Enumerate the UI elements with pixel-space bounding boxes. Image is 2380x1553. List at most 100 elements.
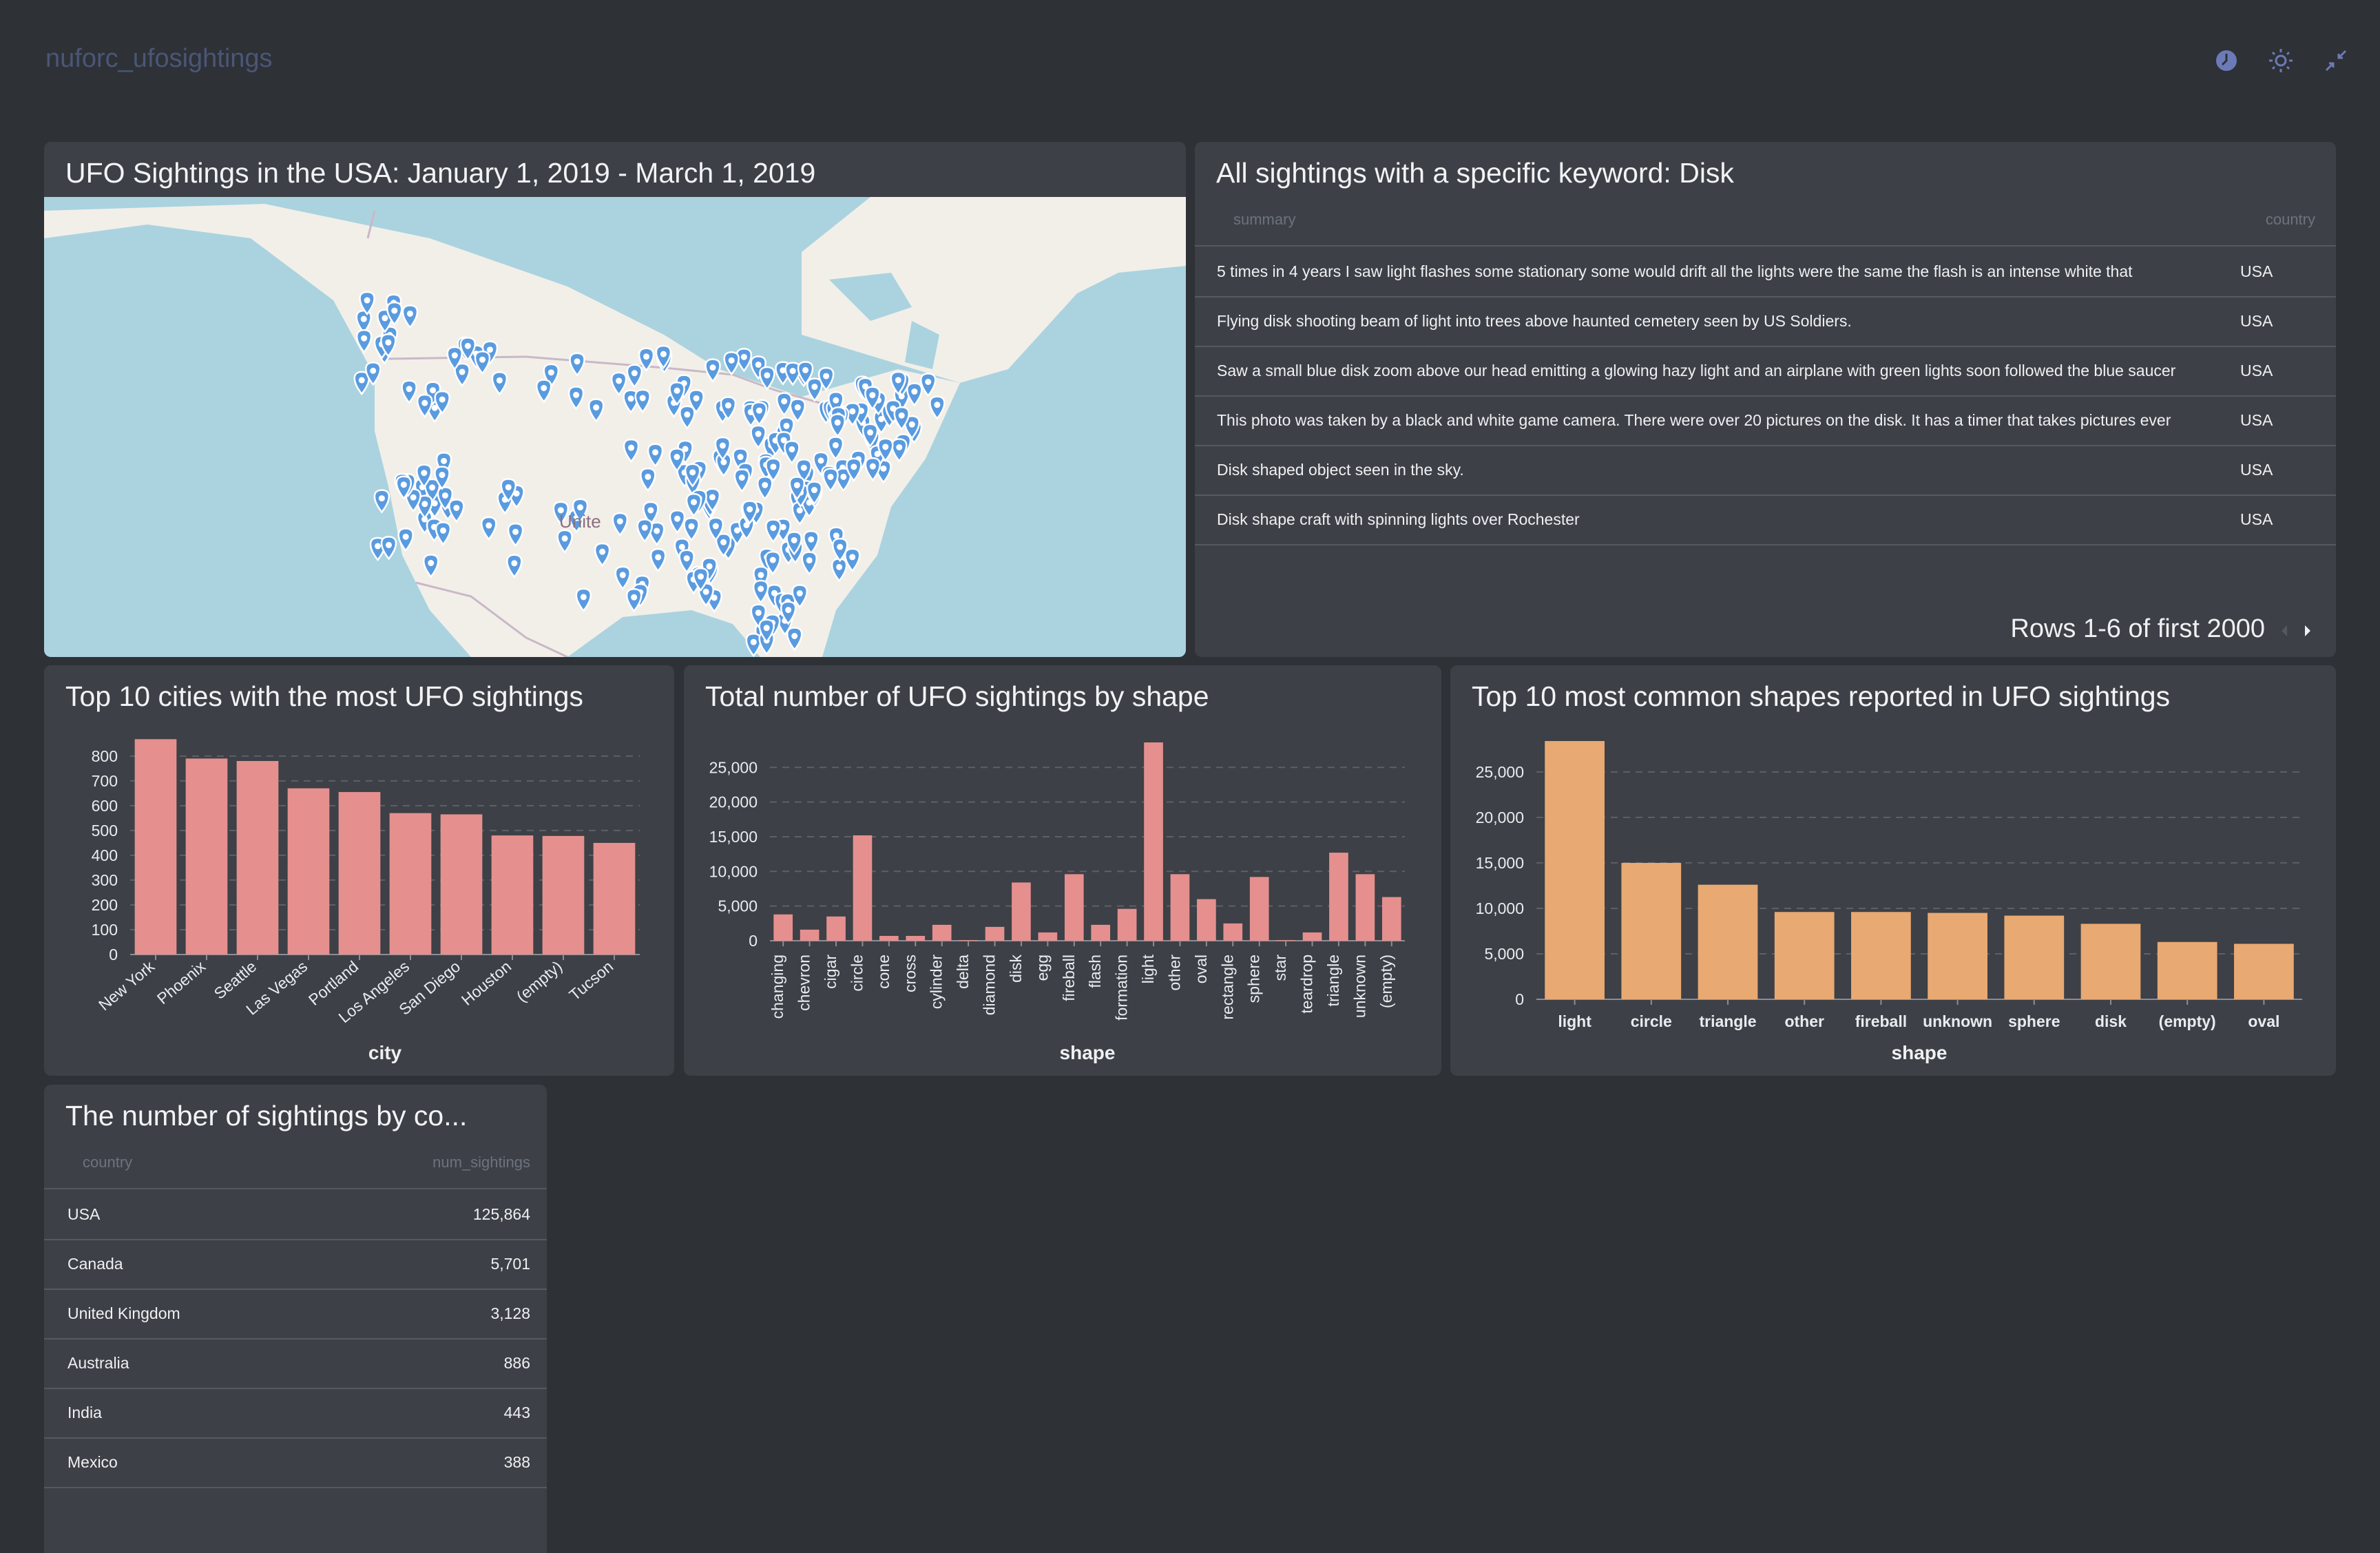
bar[interactable] — [1170, 874, 1190, 941]
table-row[interactable]: Mexico 388 — [44, 1437, 547, 1488]
bar[interactable] — [985, 926, 1005, 941]
exit-fullscreen-icon[interactable] — [2322, 47, 2350, 74]
prev-page-icon[interactable] — [2276, 621, 2293, 640]
bar[interactable] — [959, 939, 978, 941]
map-marker-dot — [750, 638, 757, 645]
bar[interactable] — [440, 814, 483, 955]
table-row[interactable]: United Kingdom 3,128 — [44, 1289, 547, 1340]
bar[interactable] — [185, 758, 228, 955]
bar[interactable] — [1197, 899, 1216, 941]
map-marker-dot — [837, 543, 844, 550]
bar[interactable] — [287, 788, 330, 955]
table-row[interactable]: Disk shape craft with spinning lights ov… — [1195, 494, 2336, 545]
map-marker-dot — [573, 391, 580, 398]
column-header-num-sightings[interactable]: num_sightings — [432, 1154, 530, 1171]
map-marker-dot — [683, 555, 690, 562]
bar[interactable] — [1064, 874, 1084, 941]
bar[interactable] — [1774, 912, 1835, 999]
bar[interactable] — [338, 792, 381, 955]
table-row[interactable]: Disk shaped object seen in the sky. USA — [1195, 445, 2336, 496]
column-header-country[interactable]: country — [83, 1154, 133, 1171]
bar[interactable] — [1117, 908, 1137, 941]
refresh-clock-icon[interactable] — [2213, 47, 2240, 74]
map-marker-dot — [593, 404, 600, 411]
bar[interactable] — [389, 813, 432, 955]
dashboard-title: nuforc_ufosightings — [45, 44, 273, 73]
map-marker-dot — [512, 528, 519, 535]
bar[interactable] — [879, 935, 899, 941]
table-row[interactable]: Flying disk shooting beam of light into … — [1195, 296, 2336, 347]
next-page-icon[interactable] — [2299, 621, 2316, 640]
summary-cell: This photo was taken by a black and whit… — [1217, 411, 2171, 429]
table-row[interactable]: 5 times in 4 years I saw light flashes s… — [1195, 247, 2336, 298]
country-cell: United Kingdom — [67, 1304, 180, 1322]
map-marker-dot — [908, 421, 915, 428]
map-marker-dot — [796, 590, 803, 597]
bar[interactable] — [773, 914, 793, 941]
bar[interactable] — [1144, 742, 1163, 941]
map-marker-dot — [660, 351, 667, 357]
map-marker-dot — [789, 446, 795, 452]
top-shapes-chart-title: Top 10 most common shapes reported in UF… — [1472, 680, 2171, 712]
bar[interactable] — [2157, 941, 2217, 999]
bar[interactable] — [593, 842, 636, 955]
map-marker-dot — [882, 444, 889, 450]
bar[interactable] — [1012, 882, 1031, 941]
bar[interactable] — [826, 916, 846, 941]
map-marker-dot — [709, 494, 716, 501]
bar[interactable] — [491, 835, 534, 955]
map-marker-dot — [421, 516, 428, 523]
bar[interactable] — [1249, 877, 1269, 941]
map-view[interactable]: Unite — [44, 197, 1186, 657]
bar[interactable] — [932, 924, 952, 941]
column-header-summary[interactable]: summary — [1233, 211, 1296, 228]
bar[interactable] — [2004, 915, 2065, 999]
map-marker-dot — [728, 357, 735, 364]
bar[interactable] — [906, 935, 926, 941]
bar[interactable] — [1928, 913, 1987, 999]
y-tick-label: 5,000 — [718, 897, 758, 915]
bar[interactable] — [134, 739, 177, 955]
bar[interactable] — [800, 929, 820, 941]
x-tick-label: oval — [2248, 1012, 2279, 1030]
bar[interactable] — [1698, 884, 1758, 999]
bar[interactable] — [853, 835, 873, 941]
map-marker-dot — [840, 473, 847, 480]
bar[interactable] — [1621, 862, 1682, 999]
x-tick-label: (empty) — [513, 957, 565, 1005]
theme-sun-icon[interactable] — [2267, 47, 2295, 74]
y-tick-label: 10,000 — [1476, 899, 1524, 917]
bar[interactable] — [1329, 853, 1348, 941]
table-row[interactable]: USA 125,864 — [44, 1189, 547, 1240]
map-marker-dot — [758, 585, 764, 592]
x-tick-label: star — [1271, 955, 1289, 981]
bar[interactable] — [1381, 897, 1401, 941]
map-marker-dot — [706, 563, 713, 570]
table-row[interactable]: This photo was taken by a black and whit… — [1195, 395, 2336, 446]
x-tick-label: sphere — [2008, 1012, 2060, 1030]
bar[interactable] — [1355, 874, 1375, 941]
bar[interactable] — [1038, 932, 1058, 941]
country-cell: USA — [2240, 362, 2273, 379]
bar[interactable] — [1302, 932, 1322, 941]
map-marker-dot — [511, 560, 518, 567]
bar[interactable] — [2080, 924, 2141, 999]
table-row[interactable]: Australia 886 — [44, 1338, 547, 1389]
x-tick-label: fireball — [1855, 1012, 1907, 1030]
y-tick-label: 100 — [92, 921, 118, 939]
map-marker-dot — [619, 572, 626, 579]
bar[interactable] — [1851, 912, 1911, 999]
bar[interactable] — [2234, 944, 2294, 999]
bar[interactable] — [1091, 924, 1111, 941]
bar[interactable] — [1545, 741, 1605, 999]
column-header-country[interactable]: country — [2265, 211, 2315, 228]
map-marker-dot — [628, 444, 635, 451]
bar[interactable] — [1223, 923, 1243, 941]
table-row[interactable]: Canada 5,701 — [44, 1239, 547, 1290]
table-row[interactable]: Saw a small blue disk zoom above our hea… — [1195, 346, 2336, 397]
bar[interactable] — [1276, 939, 1295, 941]
bar[interactable] — [236, 761, 279, 955]
bar[interactable] — [542, 835, 585, 955]
y-tick-label: 0 — [749, 932, 758, 950]
table-row[interactable]: India 443 — [44, 1388, 547, 1439]
